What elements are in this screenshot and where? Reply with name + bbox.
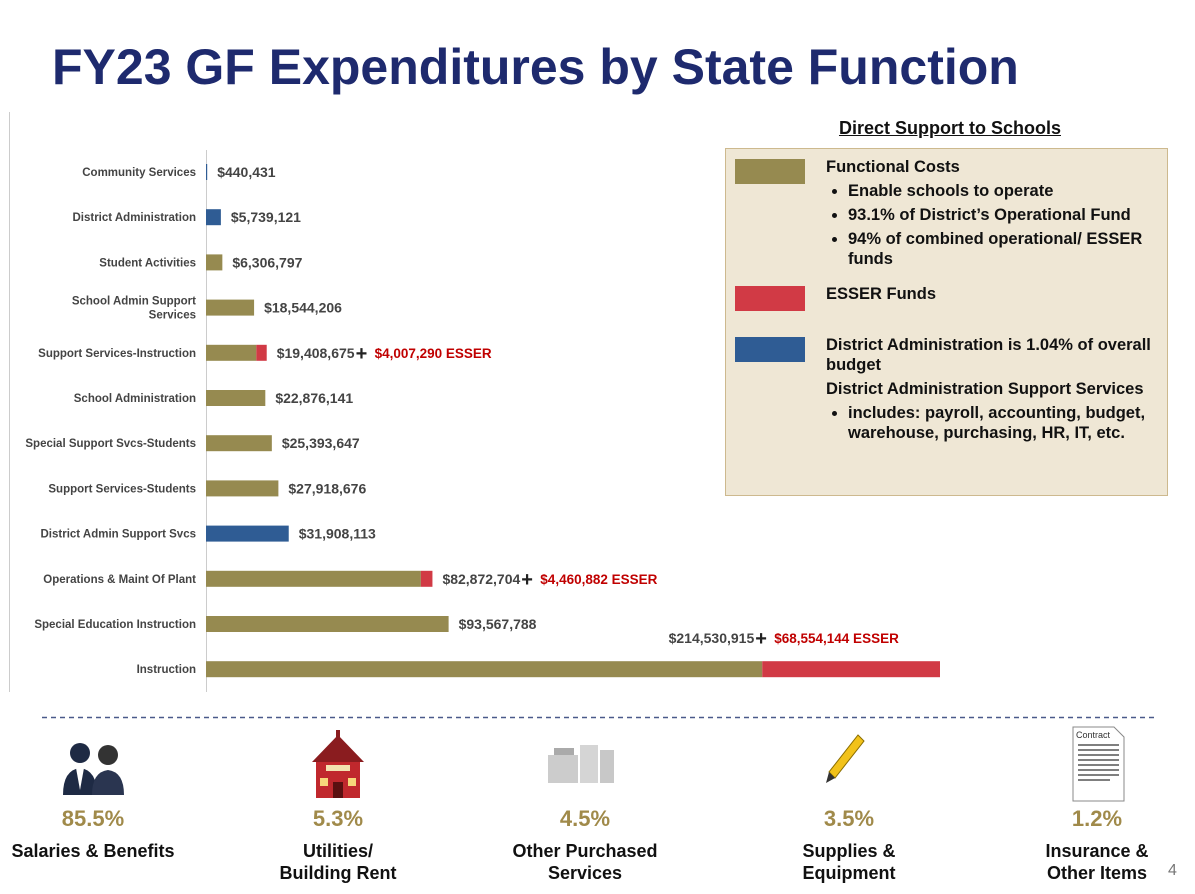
plus-sign: + bbox=[356, 343, 368, 365]
legend-bullet: 94% of combined operational/ ESSER funds bbox=[848, 229, 1156, 269]
bar-segment bbox=[206, 525, 289, 542]
legend-title: ESSER Funds bbox=[826, 285, 937, 303]
value-label: $5,739,121 bbox=[231, 209, 301, 225]
breakdown-item: 5.3% Utilities/ Building Rent bbox=[228, 806, 448, 884]
bar-segment bbox=[206, 390, 266, 406]
office-machine-icon bbox=[548, 745, 614, 783]
legend-item: ESSER Funds bbox=[826, 284, 1156, 304]
pencil-icon bbox=[826, 734, 865, 783]
bar-segment bbox=[206, 299, 255, 316]
category-label: Instruction bbox=[137, 664, 196, 676]
bar-segment bbox=[206, 616, 449, 632]
slide-title: FY23 GF Expenditures by State Function bbox=[52, 39, 1019, 95]
esser-label: $68,554,144 ESSER bbox=[774, 631, 899, 646]
breakdown-item: 1.2% Insurance & Other Items bbox=[987, 806, 1195, 884]
bar-segment bbox=[206, 661, 763, 678]
breakdown-percent: 85.5% bbox=[61, 806, 125, 831]
value-label: $6,306,797 bbox=[232, 254, 302, 270]
category-label: District Admin Support Svcs bbox=[41, 529, 197, 541]
category-label: District Administration bbox=[72, 212, 196, 224]
page-number: 4 bbox=[1168, 862, 1177, 879]
breakdown-label: Insurance & Other Items bbox=[1045, 841, 1149, 883]
bar-segment bbox=[206, 164, 208, 180]
legend-item: Functional Costs Enable schools to operat… bbox=[826, 157, 1156, 275]
legend-subtitle: District Administration Support Services bbox=[826, 380, 1144, 398]
legend-swatch bbox=[735, 337, 805, 362]
breakdown-label: Salaries & Benefits bbox=[11, 841, 175, 861]
breakdown-percent: 1.2% bbox=[1071, 806, 1123, 831]
esser-label: $4,460,882 ESSER bbox=[540, 572, 657, 587]
legend-swatch bbox=[735, 159, 805, 184]
category-label: Student Activities bbox=[99, 257, 196, 269]
value-label: $31,908,113 bbox=[299, 526, 376, 542]
breakdown-percent: 4.5% bbox=[559, 806, 611, 831]
category-label: Special Education Instruction bbox=[34, 619, 196, 631]
breakdown-label: Supplies & Equipment bbox=[802, 841, 896, 883]
legend-bullets: includes: payroll, accounting, budget, w… bbox=[826, 403, 1156, 443]
bar-segment bbox=[206, 209, 221, 226]
bar-segment bbox=[762, 661, 940, 678]
legend: Functional Costs Enable schools to operat… bbox=[725, 148, 1168, 496]
bar-segment bbox=[420, 570, 433, 587]
value-label: $82,872,704 bbox=[442, 571, 520, 587]
category-label: Support Services-Students bbox=[48, 483, 196, 495]
bar-segment bbox=[206, 480, 279, 497]
legend-bullets: Enable schools to operate 93.1% of Distri… bbox=[826, 181, 1156, 269]
plus-sign: + bbox=[755, 628, 767, 650]
legend-bullet: Enable schools to operate bbox=[848, 181, 1156, 201]
value-label: $440,431 bbox=[217, 164, 276, 180]
contract-icon: Contract bbox=[1072, 726, 1125, 802]
category-label: Community Services bbox=[82, 167, 196, 179]
category-label: School Administration bbox=[74, 393, 196, 405]
legend-swatch bbox=[735, 286, 805, 311]
people-icon bbox=[63, 743, 124, 795]
bar-segment bbox=[206, 254, 223, 271]
svg-text:Contract: Contract bbox=[1076, 730, 1111, 740]
legend-bullet: includes: payroll, accounting, budget, w… bbox=[848, 403, 1156, 443]
category-label: Operations & Maint Of Plant bbox=[43, 574, 196, 586]
breakdown-label: Utilities/ Building Rent bbox=[279, 841, 397, 883]
legend-bullet: 93.1% of District’s Operational Fund bbox=[848, 205, 1156, 225]
bar-segment bbox=[256, 344, 267, 361]
breakdown-item: 3.5% Supplies & Equipment bbox=[739, 806, 959, 884]
value-label: $93,567,788 bbox=[459, 616, 537, 632]
bar-segment bbox=[206, 344, 257, 361]
value-label: $25,393,647 bbox=[282, 435, 360, 451]
value-label: $214,530,915 bbox=[669, 630, 755, 646]
breakdown-label: Other Purchased Services bbox=[512, 841, 658, 883]
value-label: $27,918,676 bbox=[288, 480, 366, 496]
legend-title: District Administration is 1.04% of over… bbox=[826, 336, 1151, 374]
bar-segment bbox=[206, 570, 421, 587]
breakdown-percent: 3.5% bbox=[823, 806, 875, 831]
bar-segment bbox=[206, 435, 272, 452]
category-label: Support Services-Instruction bbox=[38, 348, 196, 360]
legend-heading: Direct Support to Schools bbox=[838, 118, 1061, 138]
plus-sign: + bbox=[521, 569, 533, 591]
breakdown-item: 4.5% Other Purchased Services bbox=[475, 806, 695, 884]
value-label: $18,544,206 bbox=[264, 300, 342, 316]
legend-item: District Administration is 1.04% of over… bbox=[826, 335, 1156, 449]
category-label: School Admin Support Services bbox=[72, 296, 196, 322]
value-label: $19,408,675 bbox=[277, 345, 355, 361]
breakdown-percent: 5.3% bbox=[312, 806, 364, 831]
breakdown-item: 85.5% Salaries & Benefits bbox=[0, 806, 203, 862]
school-icon bbox=[312, 730, 364, 798]
esser-label: $4,007,290 ESSER bbox=[375, 346, 492, 361]
legend-title: Functional Costs bbox=[826, 158, 960, 176]
value-label: $22,876,141 bbox=[275, 390, 353, 406]
category-label: Special Support Svcs-Students bbox=[25, 438, 196, 450]
